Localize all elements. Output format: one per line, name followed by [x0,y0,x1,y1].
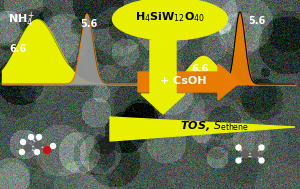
Circle shape [37,135,41,139]
Circle shape [236,145,241,150]
Text: NH$_4^+$: NH$_4^+$ [8,11,36,29]
Polygon shape [138,64,240,100]
Text: 5.6: 5.6 [248,16,266,26]
Circle shape [34,142,41,149]
Polygon shape [110,117,295,141]
Polygon shape [141,40,185,114]
Circle shape [34,149,40,154]
Text: 6.6: 6.6 [9,44,27,54]
Circle shape [28,135,34,139]
Text: 6.6: 6.6 [191,64,208,74]
Ellipse shape [112,0,227,40]
Text: H$_4$SiW$_{12}$O$_{40}$: H$_4$SiW$_{12}$O$_{40}$ [135,10,205,24]
Circle shape [50,143,56,149]
Text: 5.6: 5.6 [80,19,98,29]
Text: TOS, $S_{\mathrm{ethene}}$: TOS, $S_{\mathrm{ethene}}$ [181,119,250,133]
Circle shape [236,158,241,163]
Circle shape [259,145,264,150]
Circle shape [259,158,264,163]
Text: + CsOH: + CsOH [160,76,206,86]
Circle shape [242,150,248,157]
Circle shape [44,146,50,153]
Circle shape [251,150,259,157]
Circle shape [20,139,26,145]
Circle shape [20,149,25,154]
Circle shape [25,145,32,152]
